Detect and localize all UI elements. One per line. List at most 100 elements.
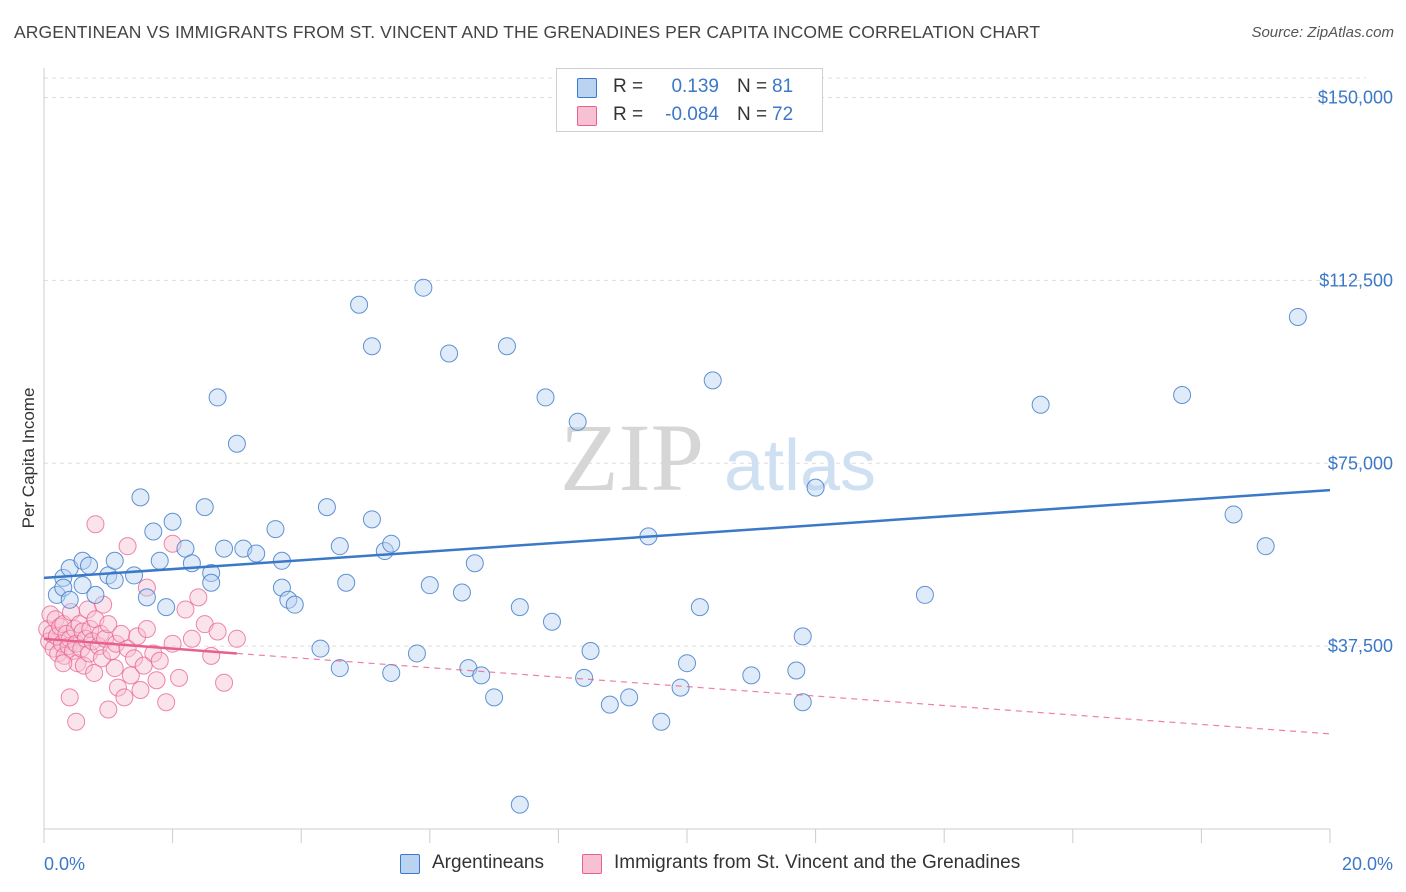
data-point-immigrants (94, 595, 113, 614)
data-point-argentineans (510, 795, 529, 814)
data-point-immigrants (215, 673, 234, 692)
legend-n-label: N = (737, 76, 768, 97)
data-point-argentineans (208, 388, 227, 407)
watermark: ZIP atlas (560, 404, 876, 511)
y-axis-label: Per Capita Income (19, 388, 38, 529)
data-point-argentineans (382, 534, 401, 553)
data-point-argentineans (793, 627, 812, 646)
data-point-argentineans (144, 522, 163, 541)
data-point-argentineans (915, 585, 934, 604)
data-point-argentineans (620, 688, 639, 707)
data-point-immigrants (121, 666, 140, 685)
data-point-argentineans (472, 666, 491, 685)
data-point-immigrants (74, 656, 93, 675)
data-point-immigrants (227, 629, 246, 648)
data-point-argentineans (202, 563, 221, 582)
data-point-argentineans (497, 337, 516, 356)
data-point-argentineans (678, 654, 696, 673)
data-point-argentineans (150, 551, 169, 570)
data-point-argentineans (195, 498, 214, 517)
data-point-argentineans (440, 344, 459, 363)
data-point-immigrants (170, 668, 189, 687)
y-tick-label: $37,500 (1328, 636, 1393, 656)
data-point-argentineans (137, 588, 156, 607)
data-point-argentineans (465, 554, 484, 573)
data-point-argentineans (510, 598, 529, 617)
legend-row-argentineans: R = 0.139 N = 81 (557, 73, 822, 101)
data-point-argentineans (350, 295, 369, 314)
data-point-argentineans (575, 668, 594, 687)
data-point-immigrants (144, 644, 163, 663)
data-point-argentineans (73, 576, 92, 595)
data-point-argentineans (330, 659, 349, 678)
y-tick-label: $112,500 (1319, 270, 1393, 290)
data-point-immigrants (131, 681, 150, 700)
data-point-argentineans (452, 583, 471, 602)
data-point-immigrants (67, 712, 86, 731)
data-point-argentineans (311, 639, 330, 658)
data-point-argentineans (806, 478, 825, 497)
data-point-argentineans (742, 666, 761, 685)
data-point-immigrants (115, 688, 134, 707)
data-point-argentineans (420, 576, 439, 595)
data-point-immigrants (182, 629, 201, 648)
data-point-immigrants (54, 654, 73, 673)
data-point-immigrants (105, 659, 124, 678)
data-point-argentineans (690, 598, 709, 617)
data-point-argentineans (1224, 505, 1243, 524)
data-point-argentineans (542, 612, 561, 631)
legend-n-label: N = (737, 104, 768, 125)
data-point-immigrants (176, 600, 195, 619)
data-point-argentineans (382, 663, 401, 682)
x-tick-label-min: 0.0% (44, 854, 85, 874)
legend-swatch-blue (577, 78, 597, 98)
x-tick-label-max: 20.0% (1342, 854, 1393, 874)
data-point-immigrants (86, 515, 105, 534)
legend-r-value: 0.139 (671, 76, 719, 97)
data-point-argentineans (1031, 395, 1050, 414)
legend-row-immigrants: R = -0.084 N = 72 (557, 101, 822, 129)
data-point-argentineans (227, 434, 246, 453)
data-point-argentineans (163, 512, 182, 531)
data-point-argentineans (266, 520, 285, 539)
correlation-legend: R = 0.139 N = 81 R = -0.084 N = 72 (556, 68, 823, 132)
data-point-argentineans (125, 566, 144, 585)
data-point-immigrants (137, 578, 156, 597)
data-point-immigrants (134, 656, 153, 675)
legend-r-value: -0.084 (665, 104, 719, 125)
data-point-argentineans (285, 595, 304, 614)
legend-n-value: 72 (772, 104, 794, 125)
grid-lines (44, 77, 1366, 647)
data-point-immigrants (208, 622, 227, 641)
data-point-argentineans (362, 337, 381, 356)
data-point-argentineans (652, 712, 671, 731)
bottom-legend-swatch-blue (400, 854, 420, 874)
data-point-immigrants (41, 605, 60, 624)
data-point-argentineans (671, 678, 690, 697)
data-point-immigrants (125, 649, 144, 668)
series-2-points (38, 515, 246, 731)
data-point-argentineans (485, 688, 504, 707)
data-point-immigrants (157, 693, 176, 712)
data-point-argentineans (568, 412, 587, 431)
legend-r-label: R = (613, 104, 644, 125)
data-point-immigrants (150, 651, 169, 670)
data-point-argentineans (703, 371, 722, 390)
data-point-argentineans (317, 498, 336, 517)
data-point-immigrants (99, 700, 118, 719)
data-point-argentineans (581, 642, 600, 661)
trend-lines (43, 488, 1331, 735)
data-point-argentineans (202, 573, 221, 592)
legend-r-label: R = (613, 76, 644, 97)
data-point-argentineans (80, 556, 99, 575)
axes (43, 68, 1331, 843)
trend-line-immigrants (43, 637, 237, 655)
trend-line-immigrants-extension (236, 652, 1331, 735)
data-point-immigrants (60, 688, 79, 707)
data-point-argentineans (131, 488, 150, 507)
data-point-argentineans (407, 644, 426, 663)
data-point-argentineans (1256, 537, 1275, 556)
data-point-argentineans (414, 278, 433, 297)
bottom-legend-swatch-pink (582, 854, 602, 874)
